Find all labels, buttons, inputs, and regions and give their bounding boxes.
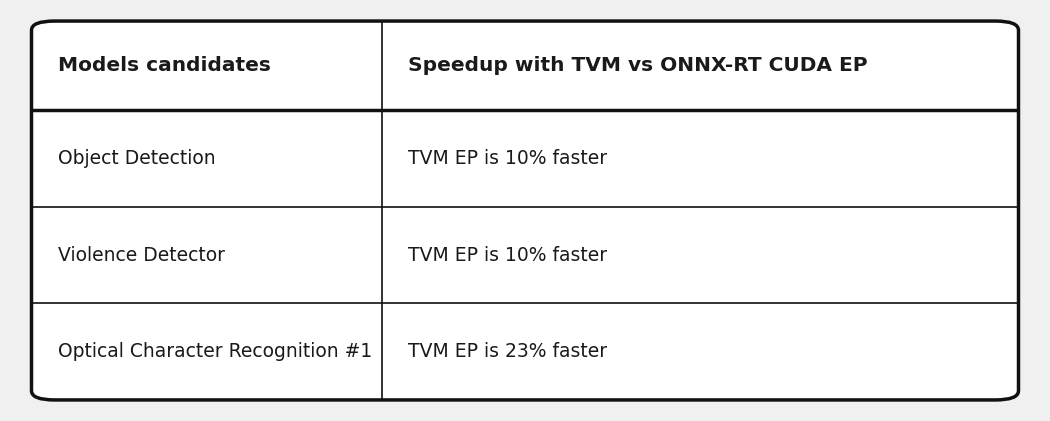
Text: Violence Detector: Violence Detector: [58, 245, 225, 264]
Text: Object Detection: Object Detection: [58, 149, 215, 168]
Text: Optical Character Recognition #1: Optical Character Recognition #1: [58, 342, 372, 361]
Text: Speedup with TVM vs ONNX-RT CUDA EP: Speedup with TVM vs ONNX-RT CUDA EP: [408, 56, 867, 75]
Text: TVM EP is 23% faster: TVM EP is 23% faster: [408, 342, 607, 361]
Text: Models candidates: Models candidates: [58, 56, 271, 75]
Text: TVM EP is 10% faster: TVM EP is 10% faster: [408, 149, 607, 168]
Text: TVM EP is 10% faster: TVM EP is 10% faster: [408, 245, 607, 264]
FancyBboxPatch shape: [32, 21, 1018, 400]
